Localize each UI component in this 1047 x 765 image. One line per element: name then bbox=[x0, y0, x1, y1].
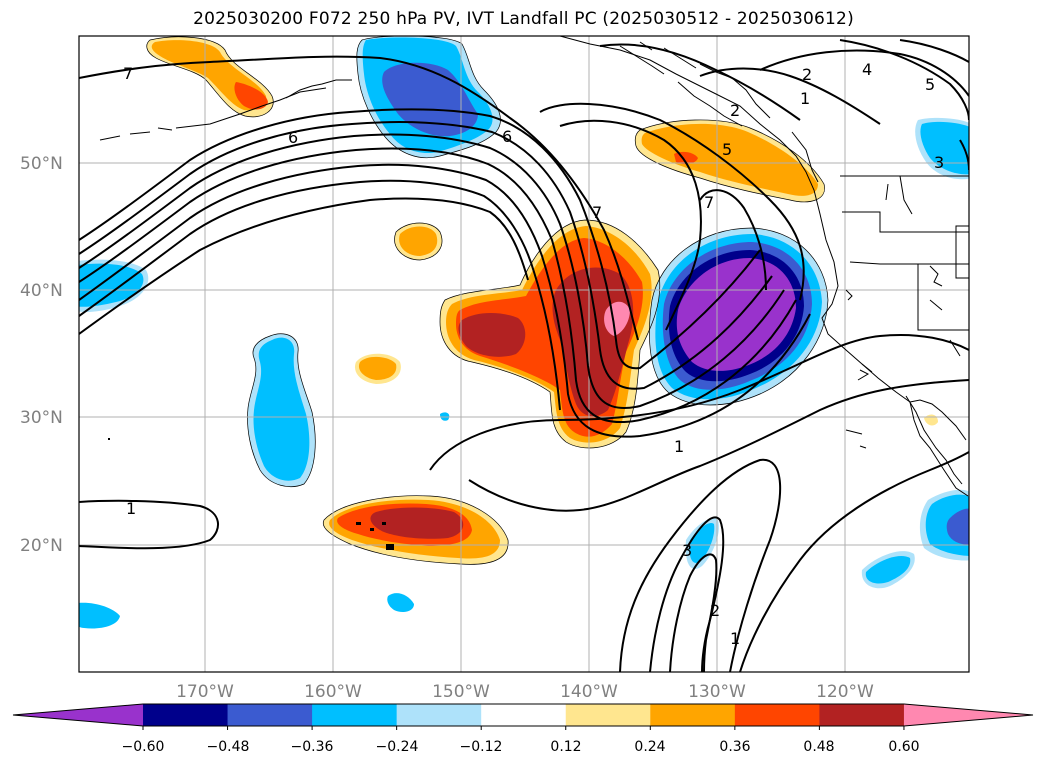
colorbar-tick-label: 0.12 bbox=[550, 739, 581, 755]
contour-label: 1 bbox=[126, 499, 136, 518]
lon-label: 140°W bbox=[560, 682, 618, 702]
longitude-labels: 170°W 160°W 150°W 140°W 130°W 120°W bbox=[176, 682, 874, 702]
shading-outline-contours bbox=[146, 36, 829, 565]
lat-label: 40°N bbox=[20, 281, 63, 301]
contour-label: 2 bbox=[730, 101, 740, 120]
colorbar: −0.60 −0.48 −0.36 −0.24 −0.12 0.12 0.24 … bbox=[12, 703, 1034, 755]
colorbar-segment bbox=[481, 704, 567, 726]
pv-contours bbox=[79, 39, 969, 672]
colorbar-segment bbox=[227, 704, 313, 726]
map-frame bbox=[78, 35, 970, 673]
contour-label: 5 bbox=[925, 75, 935, 94]
colorbar-ticks bbox=[142, 726, 905, 730]
colorbar-segment bbox=[13, 704, 143, 726]
contour-label: 2 bbox=[802, 65, 812, 84]
lon-label: 120°W bbox=[816, 682, 874, 702]
colorbar-segment bbox=[650, 704, 736, 726]
contour-label: 6 bbox=[502, 127, 512, 146]
colorbar-tick-label: 0.60 bbox=[888, 739, 919, 755]
lon-label: 170°W bbox=[176, 682, 234, 702]
contour-label: 2 bbox=[710, 601, 720, 620]
colorbar-tick-label: −0.24 bbox=[376, 739, 419, 755]
lat-label: 30°N bbox=[20, 408, 63, 428]
contour-label: 7 bbox=[123, 64, 133, 83]
colorbar-segment bbox=[565, 704, 651, 726]
contour-label: 1 bbox=[730, 629, 740, 648]
graticule bbox=[79, 36, 969, 672]
colorbar-labels: −0.60 −0.48 −0.36 −0.24 −0.12 0.12 0.24 … bbox=[122, 739, 920, 755]
colorbar-segment bbox=[734, 704, 820, 726]
contour-label: 3 bbox=[934, 153, 944, 172]
colorbar-tick-label: −0.48 bbox=[207, 739, 250, 755]
colorbar-tick-label: −0.60 bbox=[122, 739, 165, 755]
contour-label: 3 bbox=[682, 541, 692, 560]
map-title: 2025030200 F072 250 hPa PV, IVT Landfall… bbox=[193, 9, 854, 29]
contour-label: 1 bbox=[800, 89, 810, 108]
lat-label: 50°N bbox=[20, 154, 63, 174]
contour-label: 1 bbox=[674, 437, 684, 456]
colorbar-segment bbox=[819, 704, 905, 726]
colorbar-segment bbox=[312, 704, 398, 726]
lon-label: 150°W bbox=[432, 682, 490, 702]
colorbar-tick-label: 0.36 bbox=[719, 739, 750, 755]
colorbar-tick-label: −0.12 bbox=[460, 739, 503, 755]
contour-label: 7 bbox=[704, 193, 714, 212]
contour-label: 7 bbox=[592, 203, 602, 222]
colorbar-segment bbox=[143, 704, 229, 726]
islands bbox=[108, 438, 394, 550]
colorbar-segment bbox=[903, 704, 1033, 726]
contour-label: 6 bbox=[288, 128, 298, 147]
lon-label: 160°W bbox=[304, 682, 362, 702]
lat-label: 20°N bbox=[20, 536, 63, 556]
coastlines bbox=[99, 36, 969, 497]
colorbar-segments bbox=[12, 703, 1034, 727]
lon-label: 130°W bbox=[688, 682, 746, 702]
contour-labels: 7 6 6 7 7 2 4 5 1 2 5 3 1 1 3 2 1 bbox=[123, 60, 944, 648]
latitude-labels: 50°N 40°N 30°N 20°N bbox=[20, 154, 63, 556]
contour-label: 4 bbox=[862, 60, 872, 79]
contour-label: 5 bbox=[722, 140, 732, 159]
colorbar-segment bbox=[396, 704, 482, 726]
colorbar-tick-label: 0.48 bbox=[803, 739, 834, 755]
colorbar-tick-label: 0.24 bbox=[634, 739, 665, 755]
colorbar-tick-label: −0.36 bbox=[291, 739, 334, 755]
